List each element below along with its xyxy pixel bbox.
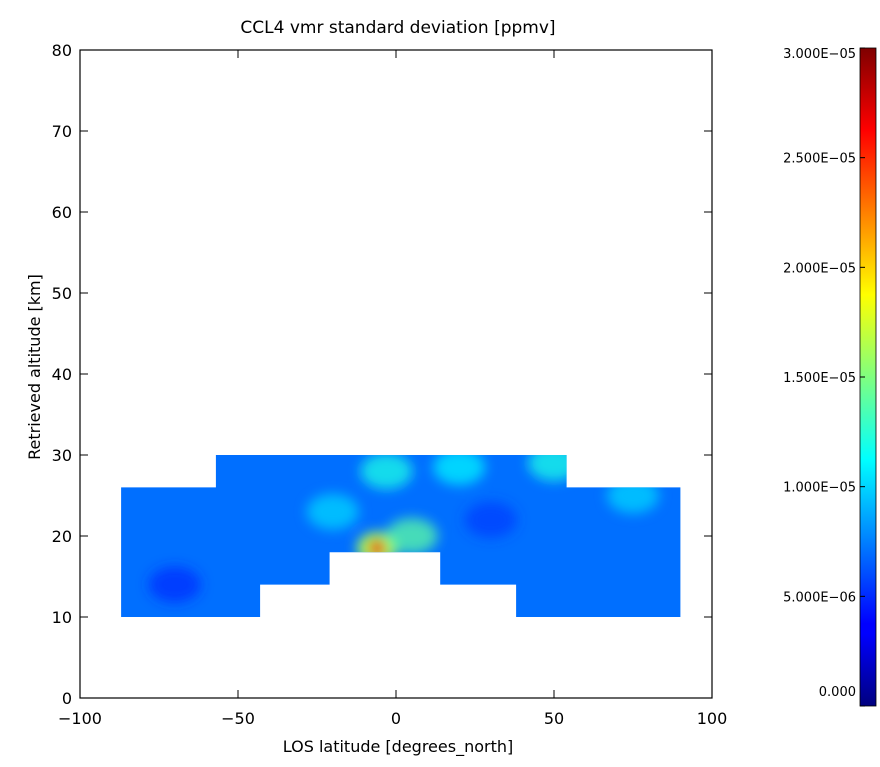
heatmap-feature	[385, 518, 438, 554]
heatmap-feature	[464, 501, 517, 538]
y-axis: 0 10 20 30 40 50 60 70 80	[52, 41, 712, 708]
y-tick-label: 0	[62, 689, 72, 708]
x-tick-label: 0	[391, 709, 401, 728]
y-tick-label: 40	[52, 365, 72, 384]
x-tick-label: −100	[58, 709, 102, 728]
heatmap-layer	[121, 455, 681, 617]
heatmap-feature	[360, 455, 413, 490]
heatmap-feature	[433, 455, 486, 486]
heatmap-feature	[528, 455, 580, 482]
y-tick-label: 60	[52, 203, 72, 222]
x-axis: −100 −50 0 50 100	[58, 50, 727, 728]
y-tick-label: 10	[52, 608, 72, 627]
heatmap-feature	[368, 540, 387, 557]
x-axis-label: LOS latitude [degrees_north]	[283, 737, 513, 757]
y-tick-label: 30	[52, 446, 72, 465]
colorbar-tick-label: 5.000E−06	[783, 590, 856, 605]
x-tick-label: 50	[544, 709, 564, 728]
y-tick-label: 50	[52, 284, 72, 303]
colorbar-tick-label: 1.500E−05	[783, 371, 856, 386]
colorbar-tick-label: 2.000E−05	[783, 261, 856, 276]
colorbar-tick-label: 2.500E−05	[783, 152, 856, 167]
colorbar-tick-label: 3.000E−05	[783, 47, 856, 62]
y-tick-label: 70	[52, 122, 72, 141]
colorbar-tick-label: 0.000	[819, 685, 856, 700]
y-tick-label: 80	[52, 41, 72, 60]
colorbar-ticks: 0.000 5.000E−06 1.000E−05 1.500E−05 2.000E−0…	[783, 47, 865, 707]
y-tick-label: 20	[52, 527, 72, 546]
heatmap-feature	[148, 566, 201, 603]
colorbar-tick-label: 1.000E−05	[783, 481, 856, 496]
y-axis-label: Retrieved altitude [km]	[25, 274, 44, 460]
heatmap-feature	[607, 477, 659, 514]
heatmap-feature	[306, 493, 359, 530]
chart-title: CCL4 vmr standard deviation [ppmv]	[240, 18, 555, 38]
x-tick-label: 100	[697, 709, 728, 728]
x-tick-label: −50	[221, 709, 255, 728]
